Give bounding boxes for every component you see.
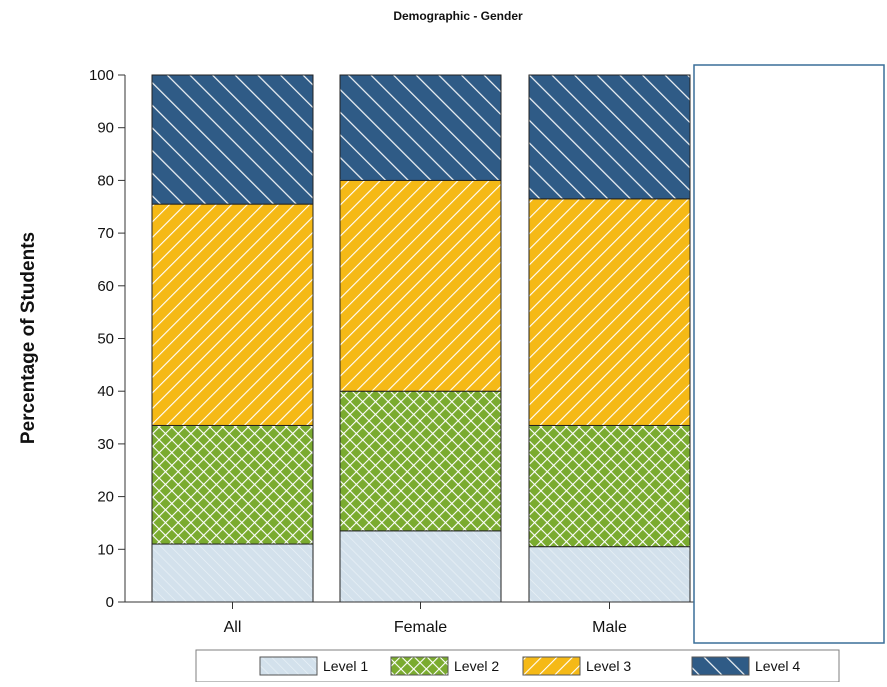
bar-segment [151, 424, 314, 545]
bar-segment [151, 203, 314, 426]
y-tick-label: 60 [97, 278, 114, 295]
legend-label: Level 4 [755, 658, 800, 674]
y-tick-label: 0 [106, 594, 114, 611]
bar-segment [339, 530, 502, 603]
y-tick-label: 100 [89, 67, 114, 84]
legend-swatch [522, 656, 581, 676]
legend-label: Level 3 [586, 658, 631, 674]
bar-segment [528, 546, 691, 603]
y-tick-label: 30 [97, 436, 114, 453]
bar-segment [528, 424, 691, 548]
legend-swatch [259, 656, 318, 676]
y-axis: 0 10 20 30 40 50 60 70 80 90 100 [89, 67, 126, 611]
bars [151, 74, 691, 603]
bar-segment [151, 543, 314, 603]
y-tick-label: 50 [97, 331, 114, 348]
bar-segment [339, 390, 502, 532]
y-axis-label: Percentage of Students [18, 232, 39, 444]
bar-segment [528, 198, 691, 426]
y-tick-label: 80 [97, 172, 114, 189]
y-tick-label: 40 [97, 383, 114, 400]
x-tick-label: Female [394, 619, 447, 636]
bar-segment [528, 74, 691, 200]
legend-label: Level 2 [454, 658, 499, 674]
chart-title: Demographic - Gender [393, 9, 523, 23]
legend: Level 1 Level 2 Level 3 Level 4 [195, 649, 840, 683]
y-tick-label: 10 [97, 541, 114, 558]
legend-label: Level 1 [323, 658, 368, 674]
x-tick-label: Male [592, 619, 627, 636]
bar-segment [339, 74, 502, 181]
x-axis: All Female Male [125, 601, 697, 636]
bar-segment [151, 74, 314, 205]
y-tick-label: 20 [97, 489, 114, 506]
legend-swatch [390, 656, 449, 676]
blank-panel [693, 64, 885, 644]
x-tick-label: All [224, 619, 242, 636]
legend-swatch [691, 656, 750, 676]
y-tick-label: 90 [97, 120, 114, 137]
y-tick-label: 70 [97, 225, 114, 242]
bar-segment [339, 179, 502, 392]
